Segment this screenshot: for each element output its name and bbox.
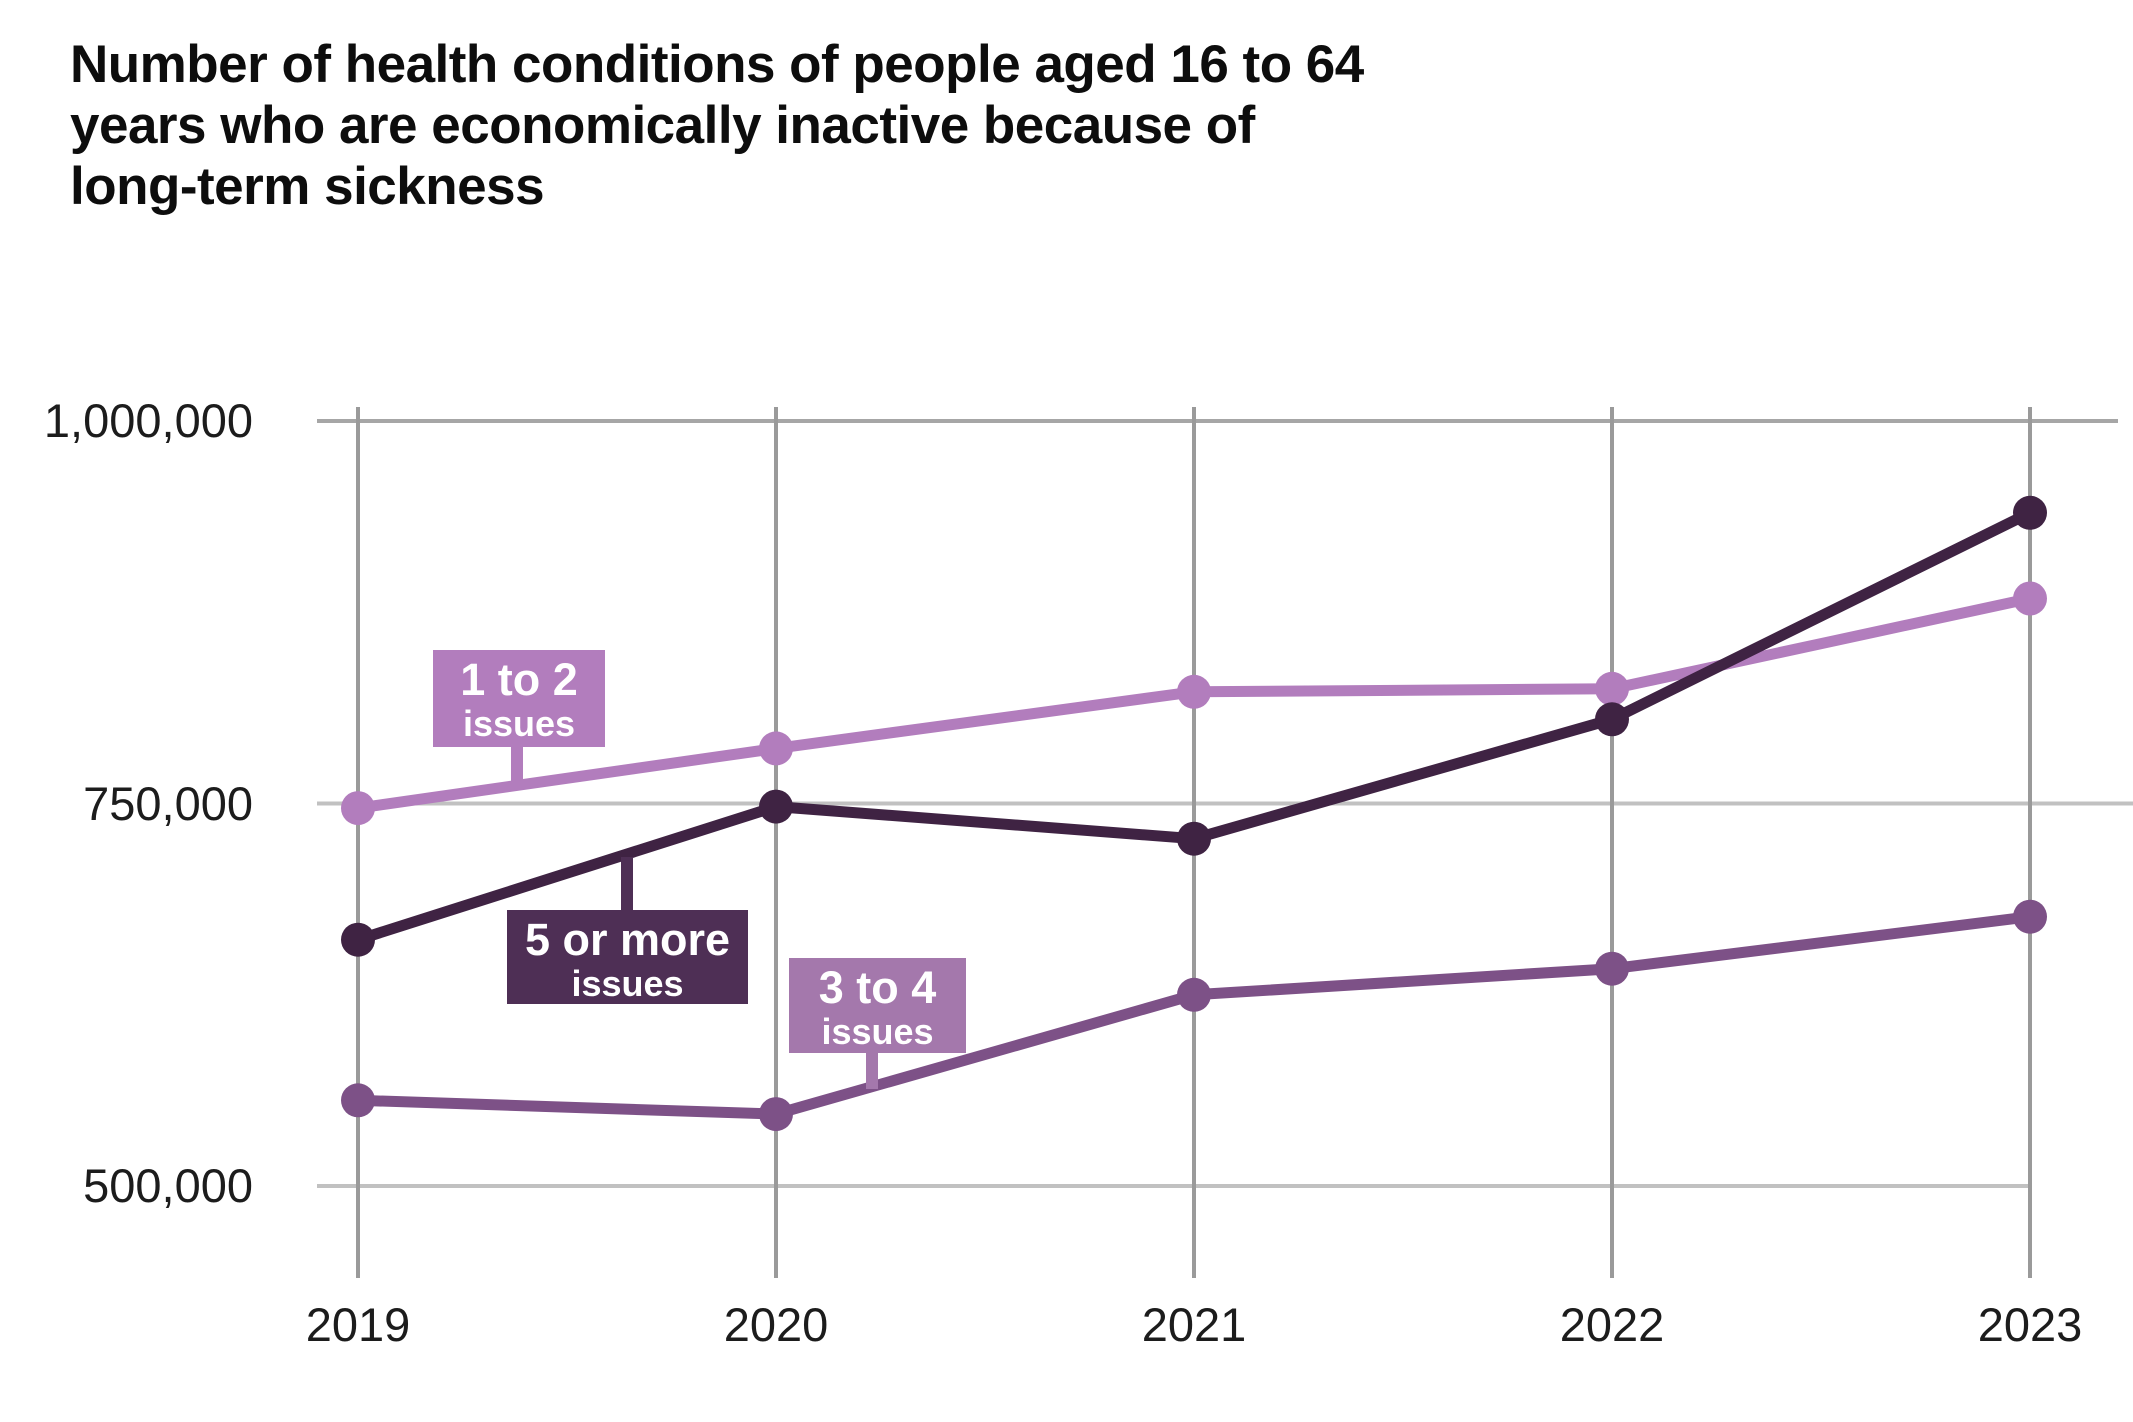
data-point-1-to-2-issues-2021 (1177, 674, 1211, 709)
x-tick-2019: 2019 (305, 1298, 411, 1351)
series-label-3-to-4-text: 3 to 4 (818, 962, 937, 1013)
x-tick-2023: 2023 (1977, 1298, 2083, 1351)
data-point-5-or-more-issues-2022 (1595, 702, 1629, 737)
series-label-1-to-2-subtext: issues (462, 703, 576, 744)
series-label-5-or-more-text: 5 or more (524, 914, 731, 965)
series-label-5-or-more: 5 or more issues (507, 910, 748, 1004)
x-tick-2022: 2022 (1559, 1298, 1665, 1351)
data-point-3-to-4-issues-2019 (341, 1083, 375, 1118)
data-point-3-to-4-issues-2022 (1595, 951, 1629, 986)
y-tick-750,000: 750,000 (83, 776, 253, 830)
y-tick-1,000,000: 1,000,000 (43, 394, 253, 447)
data-point-3-to-4-issues-2023 (2013, 899, 2047, 934)
data-point-3-to-4-issues-2021 (1177, 977, 1211, 1012)
chart-title: Number of health conditions of people ag… (70, 35, 1364, 216)
data-point-3-to-4-issues-2020 (759, 1097, 793, 1132)
x-tick-2020: 2020 (723, 1298, 829, 1351)
data-point-5-or-more-issues-2021 (1177, 821, 1211, 856)
series-label-1-to-2-text: 1 to 2 (460, 654, 578, 705)
series-label-3-to-4-subtext: issues (821, 1011, 934, 1052)
series-label-1-to-2: 1 to 2 issues (433, 650, 605, 747)
x-tick-2021: 2021 (1141, 1298, 1247, 1351)
data-point-5-or-more-issues-2019 (341, 922, 375, 957)
series-label-3-to-4: 3 to 4 issues (789, 958, 966, 1053)
data-point-1-to-2-issues-2023 (2013, 581, 2047, 616)
data-point-5-or-more-issues-2020 (759, 789, 793, 824)
data-point-5-or-more-issues-2023 (2013, 495, 2047, 530)
label-stem-1-to-2 (511, 745, 523, 787)
label-stem-5-or-more (621, 857, 633, 912)
series-label-5-or-more-subtext: issues (571, 963, 684, 1004)
y-tick-500,000: 500,000 (83, 1159, 253, 1212)
data-point-1-to-2-issues-2019 (341, 791, 375, 826)
data-point-1-to-2-issues-2020 (759, 731, 793, 766)
data-point-1-to-2-issues-2022 (1595, 671, 1629, 706)
label-stem-3-to-4 (866, 1051, 878, 1089)
